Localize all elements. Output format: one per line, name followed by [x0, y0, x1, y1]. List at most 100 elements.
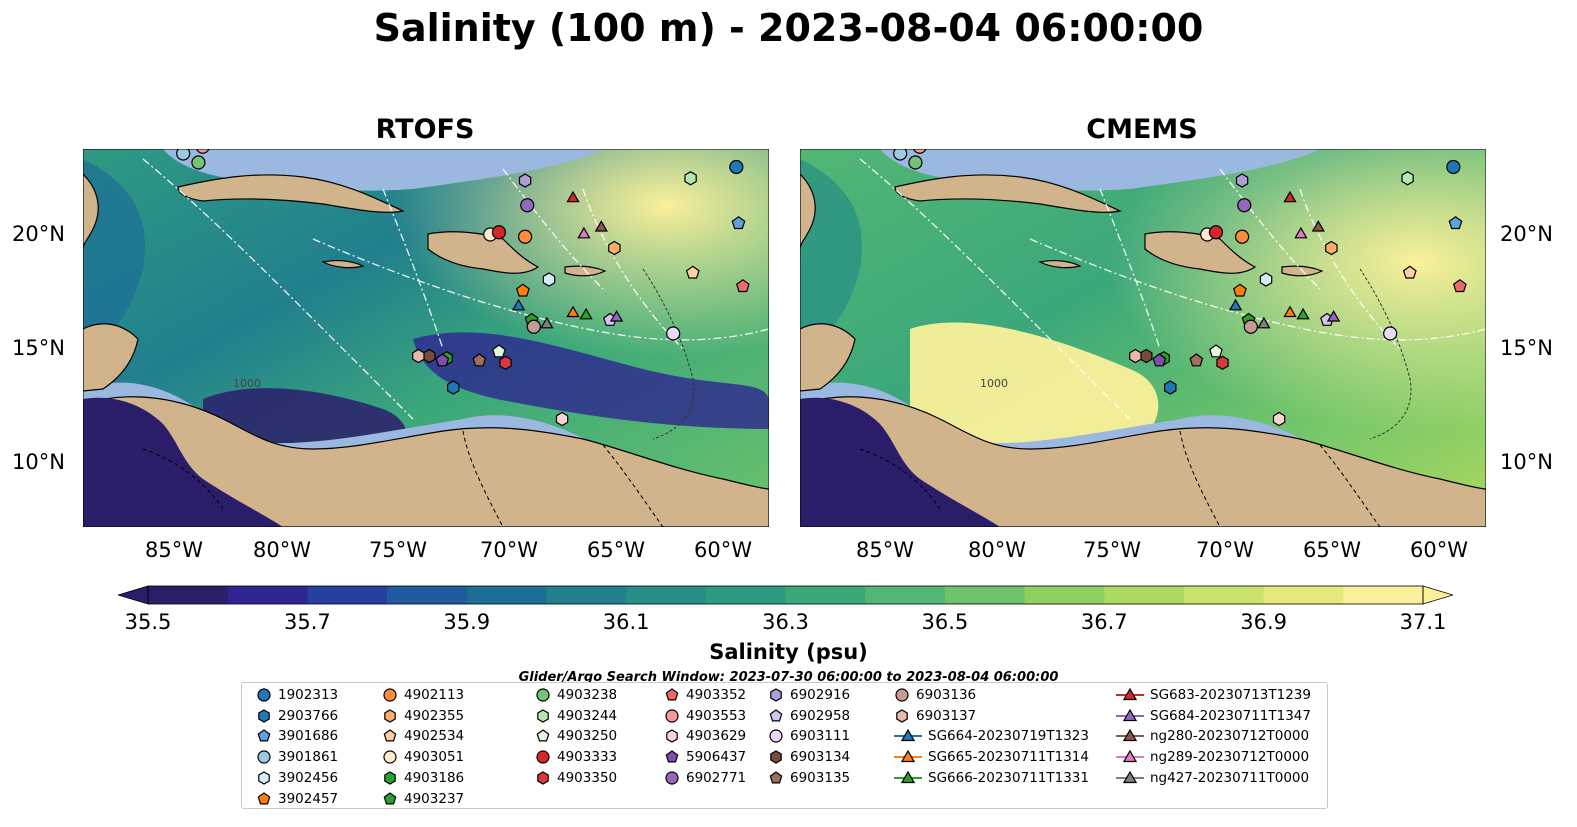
observation-marker: [735, 279, 750, 293]
observation-marker: [1448, 216, 1463, 230]
legend-marker: [1116, 770, 1144, 783]
legend-marker: [894, 729, 922, 742]
colorbar-segment: [705, 586, 786, 604]
legend-marker: [537, 771, 549, 785]
observation-marker: [1140, 348, 1153, 364]
legend-item: 6903111: [768, 726, 850, 746]
colorbar-segment: [1263, 586, 1344, 604]
legend-label: 4902113: [404, 687, 465, 703]
legend-marker: [383, 791, 397, 804]
observation-marker: [1401, 171, 1414, 186]
legend-marker: [537, 708, 549, 723]
eez-boundaries: [142, 158, 769, 420]
legend-label: 6902916: [790, 687, 851, 703]
legend-marker: [770, 750, 782, 764]
legend-marker: [769, 708, 783, 722]
observation-marker: [731, 216, 746, 230]
legend-item: 3902457: [256, 789, 338, 809]
observation-marker: [555, 411, 569, 427]
colorbar-tick-label: 35.5: [124, 610, 172, 634]
legend-item: 1902313: [256, 685, 338, 705]
legend-marker: [536, 750, 550, 764]
legend-item: 4903350: [535, 768, 617, 788]
rtofs-salinity-map: 1000: [83, 149, 769, 527]
observation-marker: [492, 344, 506, 358]
legend-item: 4903553: [664, 706, 746, 726]
legend-marker: [384, 708, 396, 723]
observation-marker: [566, 190, 580, 203]
colorbar: [118, 585, 1453, 605]
legend-item: SG684-20230711T1347: [1116, 706, 1311, 726]
legend-marker: [383, 750, 397, 764]
observation-marker: [1325, 240, 1338, 256]
legend-label: 4903352: [686, 687, 747, 703]
legend-marker: [895, 688, 909, 702]
lat-tick: 15°N: [12, 336, 65, 360]
observation-marker: [579, 307, 593, 320]
legend-item: 3901861: [256, 747, 338, 767]
colorbar-segment: [546, 586, 627, 604]
lon-tick: 60°W: [694, 538, 752, 562]
observation-marker: [542, 272, 556, 287]
legend-marker: [257, 688, 271, 702]
contour-label: 1000: [980, 377, 1008, 390]
observation-marker: [176, 149, 191, 161]
hispaniola: [1144, 231, 1257, 274]
observation-marker: [729, 159, 744, 175]
legend-label: 4903553: [686, 707, 747, 724]
colorbar-segment: [1104, 586, 1185, 604]
legend-marker: [1116, 729, 1144, 742]
legend-item: 4903629: [664, 726, 746, 746]
jamaica: [321, 260, 365, 269]
legend-label: 6902958: [790, 707, 851, 724]
legend-item: 2903766: [256, 706, 338, 726]
legend-item: 6903135: [768, 768, 850, 788]
colorbar-frame: [147, 585, 1424, 605]
legend-item: ng289-20230712T0000: [1116, 747, 1309, 767]
colorbar-tick-label: 36.3: [762, 610, 809, 634]
eez-boundaries: [859, 158, 1486, 420]
legend-item: SG664-20230719T1323: [894, 726, 1089, 746]
observation-marker: [1152, 353, 1167, 367]
legend-label: 4902355: [404, 707, 465, 724]
legend-marker: [383, 729, 397, 742]
legend-marker: [770, 688, 782, 702]
legend-label: 4903250: [557, 728, 618, 745]
legend-item: SG665-20230711T1314: [894, 747, 1089, 767]
observation-marker: [196, 149, 210, 154]
legend-label: 6903134: [790, 749, 851, 766]
observation-marker: [1283, 305, 1297, 318]
lat-tick: 20°N: [12, 222, 65, 246]
lon-tick: 65°W: [1303, 538, 1361, 562]
lat-tick: 15°N: [1500, 336, 1553, 360]
observation-marker: [447, 380, 460, 395]
pacific-ocean: [83, 397, 283, 527]
legend-marker: [769, 729, 783, 743]
country-borders: [859, 430, 1381, 527]
legend-marker: [536, 729, 550, 742]
legend-item: 4903352: [664, 685, 746, 705]
lat-tick: 10°N: [12, 450, 65, 474]
colorbar-segment: [944, 586, 1026, 604]
panel-title-cmems: CMEMS: [1086, 114, 1198, 145]
colorbar-tick-label: 35.9: [443, 610, 491, 634]
lon-tick: 85°W: [856, 538, 914, 562]
legend-item: 4903244: [535, 706, 617, 726]
lon-tick: 85°W: [145, 538, 203, 562]
lon-tick: 80°W: [968, 538, 1026, 562]
observation-marker: [609, 310, 624, 322]
legend-item: ng427-20230711T0000: [1116, 768, 1309, 788]
bathymetry-contour: [1359, 268, 1412, 440]
observation-marker: [1228, 298, 1243, 311]
legend-label: 6903137: [916, 707, 977, 724]
legend-item: 6902771: [664, 768, 746, 788]
panel-title-rtofs: RTOFS: [375, 114, 475, 145]
lon-tick: 80°W: [253, 538, 311, 562]
observation-marker: [412, 348, 425, 364]
legend-marker: [384, 771, 396, 785]
legend-item: 4902113: [382, 685, 464, 705]
legend-item: 4903238: [535, 685, 617, 705]
colorbar-segment: [785, 586, 866, 604]
colorbar-segment: [1024, 586, 1105, 604]
legend-label: 4903333: [557, 749, 618, 766]
